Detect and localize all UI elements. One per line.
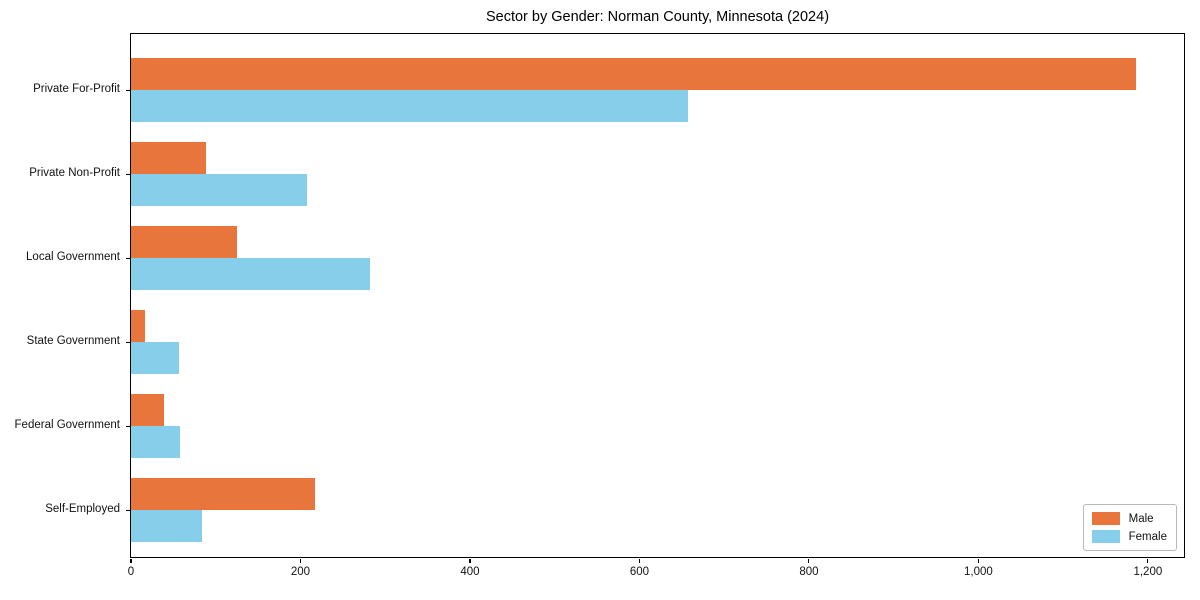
chart-title: Sector by Gender: Norman County, Minneso…: [485, 9, 830, 25]
bar-male-state-government: [131, 310, 145, 342]
x-tick-label-0: 0: [127, 566, 135, 578]
x-tick-label-800: 800: [799, 566, 819, 578]
bar-female-private-non-profit: [131, 174, 308, 206]
x-tick-label-1200: 1,200: [1133, 566, 1163, 578]
x-tick-label-600: 600: [629, 566, 650, 578]
bar-female-federal-government: [131, 426, 181, 458]
bar-female-private-for-profit: [131, 90, 688, 122]
legend-label-male: Male: [1128, 512, 1154, 525]
legend-swatch-male: [1091, 512, 1120, 525]
bar-male-federal-government: [131, 394, 164, 426]
y-tick-label-federal-government: Federal Government: [14, 419, 120, 431]
x-tick-mark: [130, 559, 132, 563]
legend: Male Female: [1082, 504, 1177, 551]
legend-item-female: Female: [1091, 530, 1167, 543]
bar-female-self-employed: [131, 510, 203, 542]
x-tick-mark: [808, 559, 810, 563]
x-tick-mark: [1147, 559, 1149, 563]
y-tick-label-self-employed: Self-Employed: [45, 503, 120, 515]
x-tick-label-400: 400: [460, 566, 480, 578]
x-tick-label-200: 200: [290, 566, 311, 578]
y-tick-label-local-government: Local Government: [26, 251, 120, 263]
x-tick-mark: [977, 559, 979, 563]
bar-female-state-government: [131, 342, 180, 374]
plot-area: Private For-Profit Private Non-Profit Loca…: [15, 33, 1185, 578]
y-tick-label-state-government: State Government: [26, 335, 120, 347]
x-tick-label-1000: 1,000: [963, 566, 993, 578]
y-tick-label-private-for-profit: Private For-Profit: [33, 83, 120, 95]
x-tick-mark: [299, 559, 302, 563]
y-tick-mark: [126, 173, 130, 175]
y-tick-mark: [126, 341, 130, 343]
bar-male-local-government: [131, 226, 237, 258]
bar-male-self-employed: [131, 478, 315, 510]
legend-swatch-female: [1091, 530, 1120, 543]
bar-female-local-government: [131, 258, 370, 290]
x-tick-mark: [469, 559, 471, 563]
y-tick-mark: [126, 425, 130, 427]
x-tick-mark: [638, 559, 641, 563]
y-tick-mark: [126, 257, 130, 259]
bar-male-private-for-profit: [131, 58, 1136, 90]
bar-male-private-non-profit: [131, 142, 206, 174]
y-tick-label-private-non-profit: Private Non-Profit: [29, 167, 120, 179]
legend-item-male: Male: [1091, 512, 1167, 525]
y-tick-mark: [126, 89, 130, 91]
legend-label-female: Female: [1128, 530, 1167, 543]
y-tick-mark: [126, 509, 130, 511]
